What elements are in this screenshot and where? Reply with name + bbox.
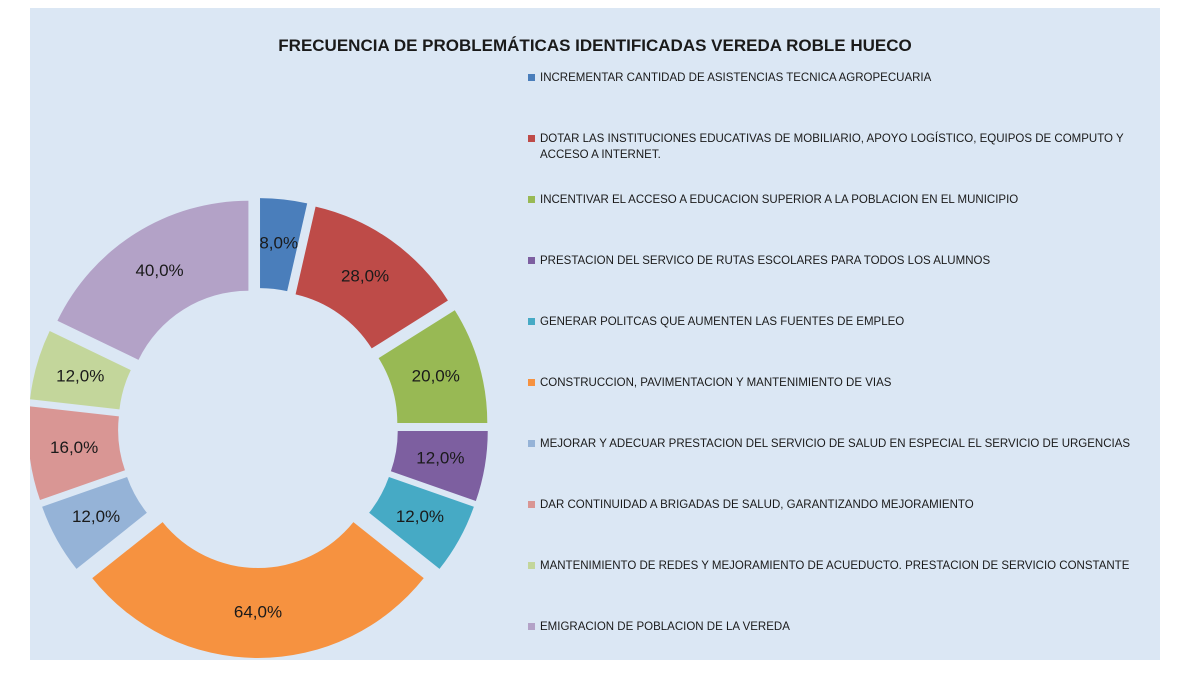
- donut-segment: [369, 477, 474, 569]
- donut-segment: [92, 522, 424, 658]
- legend-item: DAR CONTINUIDAD A BRIGADAS DE SALUD, GAR…: [528, 497, 1160, 513]
- legend-swatch: [528, 257, 535, 264]
- legend-swatch: [528, 318, 535, 325]
- donut-segment: [57, 200, 249, 360]
- legend-label: CONSTRUCCION, PAVIMENTACION Y MANTENIMIE…: [540, 377, 892, 389]
- data-label: 40,0%: [135, 261, 183, 280]
- chart: 8,0% 28,0% 20,0% 12,0% 12,0% 64,0% 12,0% 16,0% 1…: [30, 198, 488, 658]
- data-label: 12,0%: [72, 507, 120, 526]
- donut-segment: [260, 198, 308, 292]
- data-label: 20,0%: [412, 366, 460, 385]
- legend-item: EMIGRACION DE POBLACION DE LA VEREDA: [528, 619, 1160, 635]
- legend-label: MANTENIMIENTO DE REDES Y MEJORAMIENTO DE…: [540, 560, 1130, 572]
- legend-swatch: [528, 440, 535, 447]
- legend-item: CONSTRUCCION, PAVIMENTACION Y MANTENIMIE…: [528, 375, 1160, 391]
- legend-swatch: [528, 501, 535, 508]
- legend-item: GENERAR POLITCAS QUE AUMENTEN LAS FUENTE…: [528, 314, 1160, 330]
- data-label: 8,0%: [259, 234, 298, 253]
- legend-swatch: [528, 135, 535, 142]
- legend-item: MEJORAR Y ADECUAR PRESTACION DEL SERVICI…: [528, 436, 1160, 452]
- legend-item: DOTAR LAS INSTITUCIONES EDUCATIVAS DE MO…: [528, 131, 1160, 163]
- donut-segment: [378, 310, 488, 424]
- data-label: 64,0%: [234, 602, 282, 621]
- legend-label: INCENTIVAR EL ACCESO A EDUCACION SUPERIO…: [540, 194, 1019, 206]
- chart-title: FRECUENCIA DE PROBLEMÁTICAS IDENTIFICADA…: [278, 36, 912, 55]
- legend-swatch: [528, 379, 535, 386]
- donut-segment: [390, 431, 488, 502]
- data-label: 12,0%: [416, 448, 464, 467]
- legend-label: DAR CONTINUIDAD A BRIGADAS DE SALUD, GAR…: [540, 499, 974, 511]
- legend-label: INCREMENTAR CANTIDAD DE ASISTENCIAS TECN…: [540, 72, 932, 84]
- donut-segment: [295, 206, 448, 349]
- legend-label: PRESTACION DEL SERVICO DE RUTAS ESCOLARE…: [540, 255, 991, 267]
- legend-label: EMIGRACION DE POBLACION DE LA VEREDA: [540, 621, 790, 633]
- legend-swatch: [528, 196, 535, 203]
- legend-item: MANTENIMIENTO DE REDES Y MEJORAMIENTO DE…: [528, 558, 1160, 574]
- legend-label: GENERAR POLITCAS QUE AUMENTEN LAS FUENTE…: [540, 316, 905, 328]
- legend-label: MEJORAR Y ADECUAR PRESTACION DEL SERVICI…: [540, 438, 1131, 450]
- chart-area: 8,0% 28,0% 20,0% 12,0% 12,0% 64,0% 12,0% 16,0% 1…: [30, 8, 1160, 660]
- donut-segment: [30, 406, 125, 501]
- legend-swatch: [528, 562, 535, 569]
- legend-item: INCENTIVAR EL ACCESO A EDUCACION SUPERIO…: [528, 192, 1160, 208]
- data-label: 12,0%: [56, 366, 104, 385]
- donut-segment: [42, 477, 147, 569]
- legend-swatch: [528, 623, 535, 630]
- donut-segment: [30, 331, 131, 410]
- data-label: 12,0%: [396, 507, 444, 526]
- legend-item: PRESTACION DEL SERVICO DE RUTAS ESCOLARE…: [528, 253, 1160, 269]
- data-label: 28,0%: [341, 267, 389, 286]
- legend-label: DOTAR LAS INSTITUCIONES EDUCATIVAS DE MO…: [540, 133, 1124, 161]
- legend-swatch: [528, 74, 535, 81]
- legend-item: INCREMENTAR CANTIDAD DE ASISTENCIAS TECN…: [528, 70, 1160, 86]
- data-label: 16,0%: [50, 438, 98, 457]
